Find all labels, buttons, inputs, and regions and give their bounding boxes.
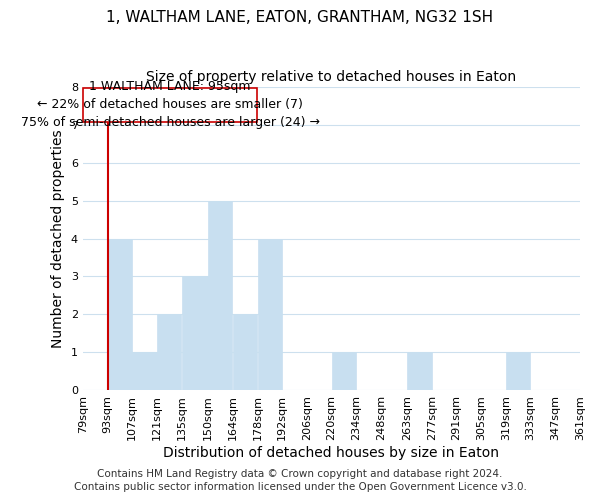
X-axis label: Distribution of detached houses by size in Eaton: Distribution of detached houses by size … <box>163 446 499 460</box>
Bar <box>182 276 208 390</box>
Y-axis label: Number of detached properties: Number of detached properties <box>52 129 65 348</box>
Bar <box>157 314 181 390</box>
Text: 1 WALTHAM LANE: 95sqm
← 22% of detached houses are smaller (7)
75% of semi-detac: 1 WALTHAM LANE: 95sqm ← 22% of detached … <box>20 80 320 130</box>
Bar <box>208 200 232 390</box>
Bar <box>407 352 431 391</box>
Bar <box>108 238 132 390</box>
FancyBboxPatch shape <box>83 88 257 122</box>
Bar <box>506 352 530 391</box>
Bar <box>332 352 356 391</box>
Bar <box>133 352 157 391</box>
Bar <box>233 314 257 390</box>
Text: Contains HM Land Registry data © Crown copyright and database right 2024.
Contai: Contains HM Land Registry data © Crown c… <box>74 470 526 492</box>
Bar <box>257 238 282 390</box>
Text: 1, WALTHAM LANE, EATON, GRANTHAM, NG32 1SH: 1, WALTHAM LANE, EATON, GRANTHAM, NG32 1… <box>106 10 494 25</box>
Title: Size of property relative to detached houses in Eaton: Size of property relative to detached ho… <box>146 70 517 84</box>
